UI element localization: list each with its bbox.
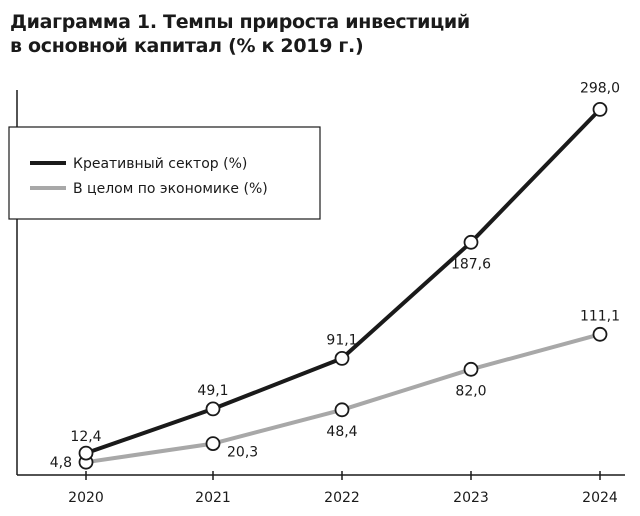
legend-label-2: В целом по экономике (%) [73,181,268,197]
series-2-point-2022 [334,402,350,418]
series-1-point-2023 [463,234,479,250]
series-2-point-2024 [592,326,608,342]
series-1-label-2024: 298,0 [580,80,620,96]
x-tick-label-2021: 2021 [195,490,231,506]
chart-title: Диаграмма 1. Темпы прироста инвестиций в… [10,10,470,58]
x-tick-label-2023: 2023 [453,490,489,506]
series-1-label-2023: 187,6 [451,256,491,272]
series-1-point-2022 [334,350,350,366]
series-1-label-2020: 12,4 [70,429,101,445]
series-2-point-2023 [463,361,479,377]
series-1-label-2021: 49,1 [197,383,228,399]
series-2-label-2021: 20,3 [227,445,258,461]
series-2-point-2021 [205,436,221,452]
series-1-point-2020 [78,445,94,461]
chart-series: 12,4 49,1 91,1 187,6 298,0 4,8 20,3 48,4 82,0 111… [50,80,620,471]
legend-box [8,126,321,220]
series-2-label-2024: 111,1 [580,308,620,324]
series-2-label-2022: 48,4 [326,424,357,440]
chart-title-line-1: Диаграмма 1. Темпы прироста инвестиций [10,11,470,33]
legend-label-1: Креативный сектор (%) [73,156,247,172]
series-1-label-2022: 91,1 [326,332,357,348]
chart-legend: Креативный сектор (%) В целом по экономик… [8,126,321,220]
x-axis-ticks: 2020 2021 2022 2023 2024 [68,471,618,506]
series-1-point-2024 [592,102,608,117]
series-2-label-2023: 82,0 [455,383,486,399]
chart-title-line-2: в основной капитал (% к 2019 г.) [10,35,364,57]
series-2-label-2020: 4,8 [50,455,72,471]
x-tick-label-2024: 2024 [582,490,618,506]
x-tick-label-2022: 2022 [324,490,360,506]
x-tick-label-2020: 2020 [68,490,104,506]
series-1-point-2021 [205,401,221,417]
